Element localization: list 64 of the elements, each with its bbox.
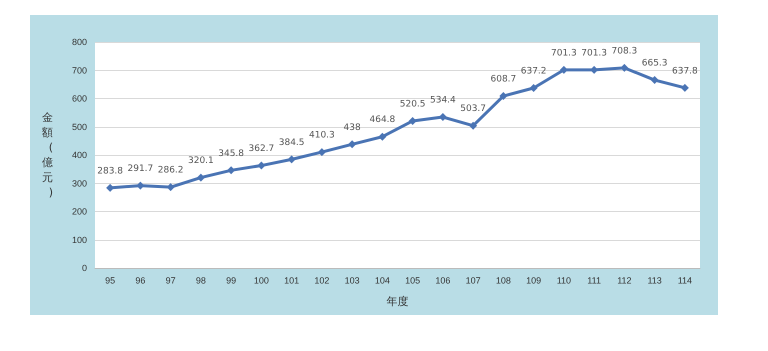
point [257, 162, 266, 170]
data-label: 520.5 [400, 99, 426, 110]
x-tick-label: 110 [556, 276, 572, 286]
data-label: 701.3 [581, 48, 608, 58]
x-tick-label: 103 [344, 276, 360, 286]
x-tick-label: 101 [284, 276, 300, 286]
y-tick-label: 400 [72, 150, 87, 160]
point [560, 66, 568, 74]
data-label: 291.7 [127, 164, 154, 174]
x-tick-label: 98 [196, 276, 206, 286]
point [227, 166, 236, 174]
point [469, 122, 478, 130]
data-label: 708.3 [611, 46, 638, 56]
data-label: 608.7 [490, 74, 516, 85]
x-tick-label: 108 [496, 276, 511, 286]
data-label: 637.2 [520, 66, 547, 76]
point [378, 132, 386, 141]
data-label: 384.5 [278, 138, 305, 148]
x-tick-label: 96 [135, 276, 146, 286]
y-tick-label: 100 [72, 234, 87, 245]
point [530, 84, 538, 92]
data-label: 665.3 [642, 58, 668, 69]
x-tick-label: 99 [226, 276, 236, 286]
y-tick-label: 300 [72, 178, 87, 188]
point [288, 155, 296, 164]
x-tick-label: 97 [166, 276, 176, 286]
x-tick-label: 109 [526, 276, 542, 286]
data-label: 410.3 [308, 130, 335, 141]
x-tick-label: 105 [405, 276, 420, 286]
point [650, 76, 659, 84]
data-label: 534.4 [430, 96, 456, 106]
x-tick-label: 114 [678, 276, 692, 286]
y-tick-label: 500 [72, 122, 87, 132]
data-label: 464.8 [369, 115, 396, 126]
point [318, 148, 326, 156]
point [348, 140, 356, 148]
data-label: 637.8 [672, 66, 698, 76]
data-label: 320.1 [188, 156, 214, 166]
y-tick-label: 200 [72, 206, 87, 216]
x-tick-label: 107 [466, 276, 481, 286]
y-tick-label: 700 [72, 65, 87, 76]
x-tick-label: 112 [617, 276, 632, 286]
data-label: 362.7 [248, 144, 274, 154]
x-tick-label: 100 [254, 276, 269, 286]
point [499, 92, 508, 100]
data-label: 286.2 [158, 166, 184, 176]
x-tick-label: 111 [587, 276, 601, 286]
y-tick-label: 0 [82, 263, 87, 273]
x-tick-label: 113 [647, 276, 662, 286]
x-tick-label: 106 [435, 276, 450, 286]
point [680, 84, 689, 92]
y-tick-label: 600 [72, 94, 87, 104]
y-tick-label: 800 [72, 37, 87, 47]
x-tick-label: 104 [374, 276, 390, 286]
data-label: 438 [344, 122, 361, 133]
data-label: 503.7 [460, 104, 486, 114]
data-label: 701.3 [550, 48, 577, 58]
y-axis-title: 金額(億元) [42, 111, 53, 199]
x-tick-label: 95 [105, 276, 116, 286]
data-label: 283.8 [97, 166, 124, 176]
point [196, 174, 205, 182]
x-tick-label: 102 [314, 276, 330, 286]
data-label: 345.8 [218, 148, 244, 159]
x-axis-title: 年度 [386, 295, 408, 308]
